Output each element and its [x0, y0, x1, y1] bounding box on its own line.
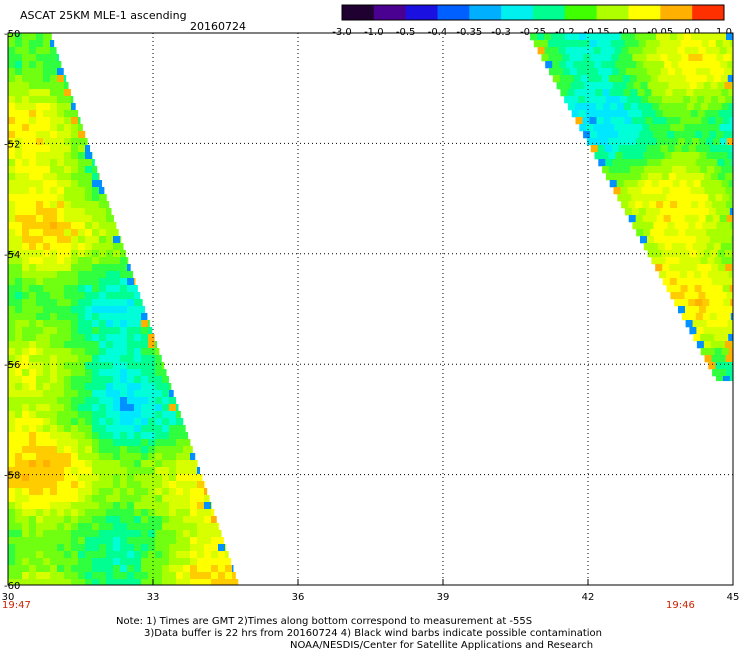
colorbar-frame: [341, 4, 725, 21]
colorbar: -3.0 -1.0 -0.5 -0.4 -0.35 -0.3 -0.25 -0.2 -0.15-…: [332, 4, 732, 38]
x-tick-label: 36: [292, 592, 305, 603]
x-tick-label: 39: [437, 592, 450, 603]
graticule: [7, 32, 734, 586]
y-tick-label: -50: [4, 29, 20, 40]
colorbar-segment: [342, 5, 375, 20]
x-axis-labels: 30 33 36 39 42 45: [2, 592, 740, 603]
x-tick-label: 30: [2, 592, 15, 603]
y-tick-label: -58: [4, 471, 20, 482]
x-tick-label: 42: [582, 592, 595, 603]
x-tick-label: 45: [727, 592, 740, 603]
colorbar-segment: [373, 5, 407, 20]
colorbar-segment: [469, 5, 502, 20]
colorbar-segment: [692, 5, 725, 20]
note-line-3: NOAA/NESDIS/Center for Satellite Applica…: [290, 640, 593, 650]
product-title: ASCAT 25KM MLE-1 ascending: [20, 9, 187, 22]
colorbar-segment: [501, 5, 534, 20]
colorbar-segment: [564, 5, 598, 20]
y-tick-label: -60: [4, 581, 20, 592]
note-line-2: 3)Data buffer is 22 hrs from 20160724 4)…: [144, 628, 602, 639]
west-swath: [8, 33, 239, 586]
note-line-1: Note: 1) Times are GMT 2)Times along bot…: [116, 616, 532, 627]
plot-frame: [7, 32, 734, 586]
product-date: 20160724: [190, 20, 246, 33]
colorbar-segment: [533, 5, 566, 20]
y-tick-label: -54: [4, 250, 20, 261]
colorbar-segment: [660, 5, 693, 20]
y-tick-label: -56: [4, 360, 20, 371]
time-left: 19:47: [2, 600, 31, 611]
wind-data-layer: [8, 33, 734, 586]
east-swath: [530, 33, 734, 382]
colorbar-segment: [437, 5, 470, 20]
y-tick-label: -52: [4, 139, 20, 150]
colorbar-segment: [596, 5, 629, 20]
time-right: 19:46: [666, 600, 695, 611]
y-axis-labels: -50 -52 -54 -56 -58 -60: [4, 29, 20, 592]
x-tick-label: 33: [147, 592, 160, 603]
colorbar-segment: [628, 5, 661, 20]
colorbar-segment: [405, 5, 438, 20]
